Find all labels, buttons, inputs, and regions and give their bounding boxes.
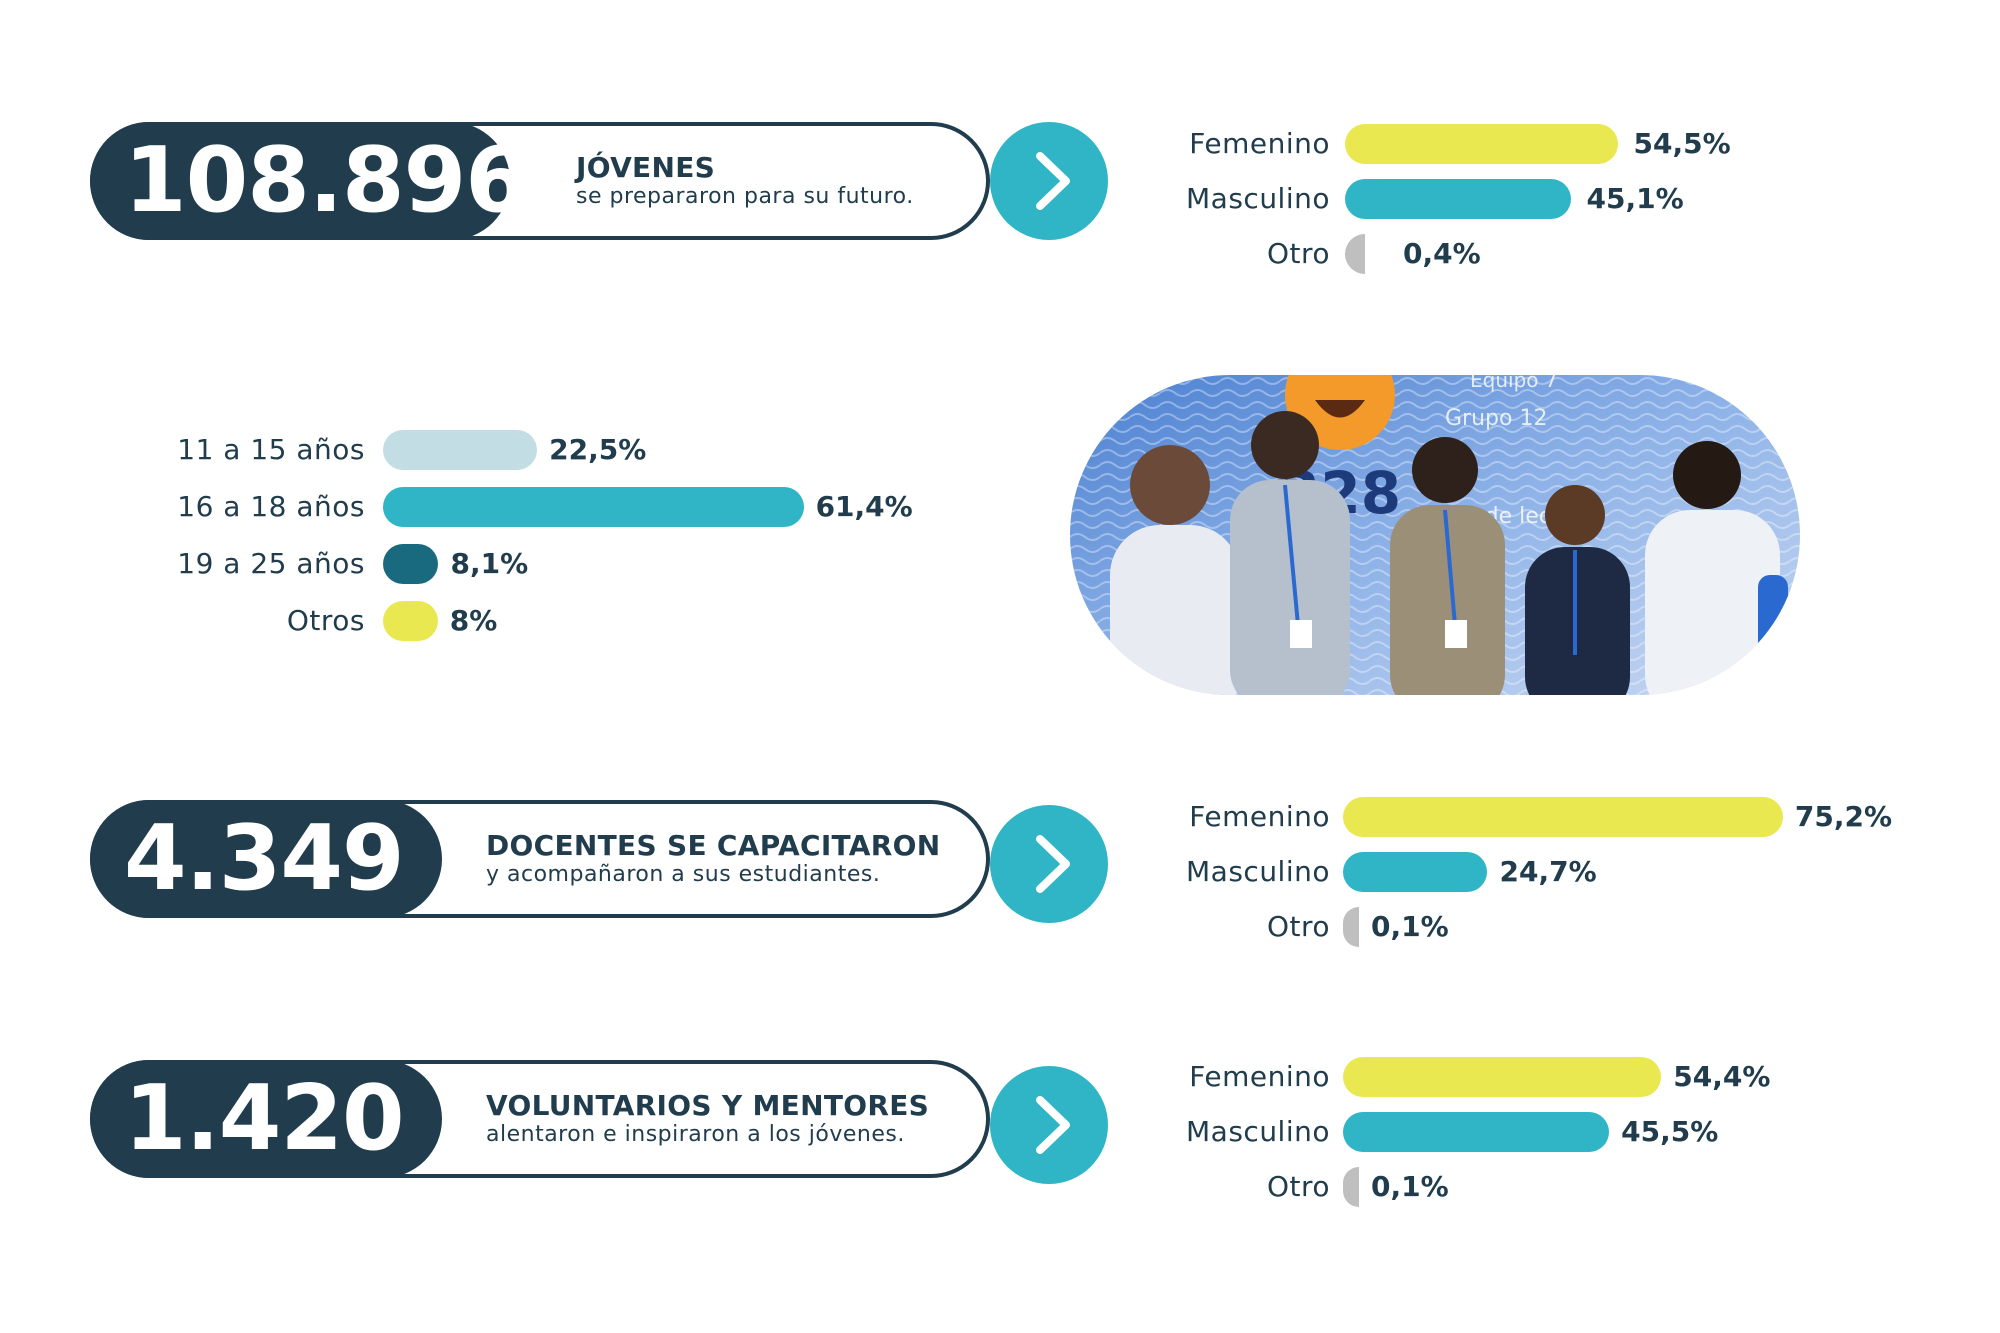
chevron-right-icon	[1036, 1096, 1070, 1154]
bar-label: Masculino	[1186, 855, 1330, 888]
bar-value-label: 8%	[449, 604, 498, 637]
bar-label: Otro	[1266, 910, 1330, 943]
bar-label: Otros	[286, 604, 365, 637]
bar-label: Masculino	[1186, 1115, 1330, 1148]
chevron-right-icon	[1036, 835, 1070, 893]
bar	[383, 430, 538, 470]
stat-text: VOLUNTARIOS Y MENTORES alentaron e inspi…	[486, 1090, 929, 1148]
bar-value-label: 0,1%	[1371, 1170, 1449, 1203]
bar-value-label: 45,5%	[1621, 1115, 1719, 1148]
bar	[383, 487, 804, 527]
bar	[1343, 797, 1783, 837]
bar-value-label: 8,1%	[450, 547, 529, 580]
stat-number: 108.896	[124, 128, 528, 233]
stat-subtitle: y acompañaron a sus estudiantes.	[486, 862, 881, 887]
bar-value-label: 54,4%	[1673, 1060, 1771, 1093]
group-photo: 328 Grupo 12 Equipo 7 Dulce de leche	[1070, 375, 1800, 695]
stat-title: VOLUNTARIOS Y MENTORES	[486, 1089, 930, 1122]
bar	[1343, 1167, 1359, 1207]
bar-value-label: 0,4%	[1403, 237, 1481, 270]
bar-label: 16 a 18 años	[177, 490, 365, 523]
next-button[interactable]	[990, 122, 1108, 240]
stat-text: JÓVENES se prepararon para su futuro.	[576, 152, 914, 210]
next-button[interactable]	[990, 1066, 1108, 1184]
bar-value-label: 45,1%	[1586, 182, 1684, 215]
bar-value-label: 61,4%	[815, 490, 913, 523]
bar	[383, 601, 438, 641]
bar-value-label: 0,1%	[1371, 910, 1449, 943]
bar	[1343, 852, 1488, 892]
bar	[1345, 234, 1365, 274]
bar	[1343, 1057, 1662, 1097]
bar	[1345, 179, 1571, 219]
bar-value-label: 24,7%	[1499, 855, 1597, 888]
bar-label: Femenino	[1189, 1060, 1330, 1093]
stat-subtitle: se prepararon para su futuro.	[576, 184, 914, 209]
stat-title: JÓVENES	[576, 151, 716, 184]
stat-number-pill: 4.349	[90, 800, 442, 918]
bar	[1343, 1112, 1610, 1152]
stat-number-pill: 1.420	[90, 1060, 442, 1178]
bar-label: Femenino	[1189, 127, 1330, 160]
bar	[383, 544, 439, 584]
bar-value-label: 22,5%	[549, 433, 647, 466]
bar	[1345, 124, 1618, 164]
stat-card-docentes: 4.349 DOCENTES SE CAPACITARON y acompaña…	[90, 800, 990, 918]
bar-value-label: 75,2%	[1794, 800, 1893, 833]
stat-title: DOCENTES SE CAPACITARON	[486, 829, 941, 862]
bar-label: Otro	[1266, 237, 1330, 270]
bar-value-label: 54,5%	[1633, 127, 1731, 160]
bar-label: Masculino	[1186, 182, 1330, 215]
group-photo-icon: 328 Grupo 12 Equipo 7 Dulce de leche	[1070, 375, 1800, 695]
chevron-right-icon	[1036, 152, 1070, 210]
bar-label: 11 a 15 años	[177, 433, 365, 466]
stat-text: DOCENTES SE CAPACITARON y acompañaron a …	[486, 830, 940, 888]
bar-label: Femenino	[1189, 800, 1330, 833]
stat-subtitle: alentaron e inspiraron a los jóvenes.	[486, 1122, 905, 1147]
stat-number: 4.349	[124, 806, 405, 911]
stat-number: 1.420	[124, 1066, 405, 1171]
stat-card-voluntarios: 1.420 VOLUNTARIOS Y MENTORES alentaron e…	[90, 1060, 990, 1178]
svg-text:Grupo 12: Grupo 12	[1445, 406, 1547, 431]
svg-text:Equipo 7: Equipo 7	[1470, 375, 1558, 392]
bar	[1343, 907, 1359, 947]
bar-label: Otro	[1266, 1170, 1330, 1203]
bar-label: 19 a 25 años	[177, 547, 365, 580]
stat-number-pill: 108.896	[90, 122, 528, 240]
stat-card-jovenes: 108.896 JÓVENES se prepararon para su fu…	[90, 122, 990, 240]
next-button[interactable]	[990, 805, 1108, 923]
